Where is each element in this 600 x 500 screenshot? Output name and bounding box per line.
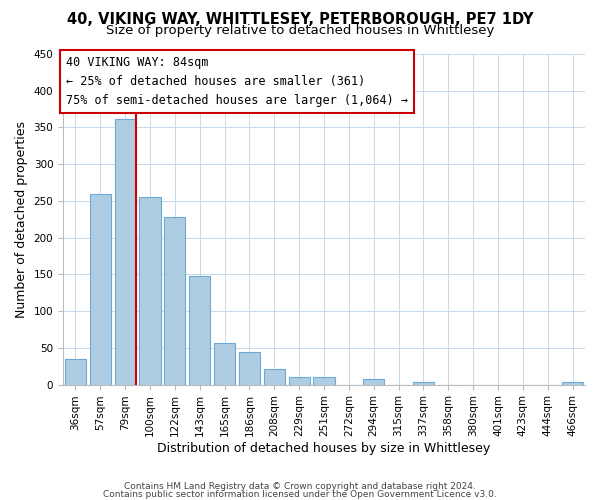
Bar — [239, 352, 260, 384]
Bar — [214, 342, 235, 384]
Bar — [65, 359, 86, 384]
Text: 40, VIKING WAY, WHITTLESEY, PETERBOROUGH, PE7 1DY: 40, VIKING WAY, WHITTLESEY, PETERBOROUGH… — [67, 12, 533, 28]
Bar — [413, 382, 434, 384]
Bar — [189, 276, 210, 384]
Text: Size of property relative to detached houses in Whittlesey: Size of property relative to detached ho… — [106, 24, 494, 37]
Bar — [289, 376, 310, 384]
Bar — [363, 380, 384, 384]
Y-axis label: Number of detached properties: Number of detached properties — [15, 121, 28, 318]
Text: Contains HM Land Registry data © Crown copyright and database right 2024.: Contains HM Land Registry data © Crown c… — [124, 482, 476, 491]
Text: 40 VIKING WAY: 84sqm
← 25% of detached houses are smaller (361)
75% of semi-deta: 40 VIKING WAY: 84sqm ← 25% of detached h… — [65, 56, 407, 106]
X-axis label: Distribution of detached houses by size in Whittlesey: Distribution of detached houses by size … — [157, 442, 491, 455]
Bar — [115, 118, 136, 384]
Bar — [139, 196, 161, 384]
Text: Contains public sector information licensed under the Open Government Licence v3: Contains public sector information licen… — [103, 490, 497, 499]
Bar — [90, 194, 111, 384]
Bar — [264, 369, 285, 384]
Bar — [562, 382, 583, 384]
Bar — [313, 376, 335, 384]
Bar — [164, 217, 185, 384]
